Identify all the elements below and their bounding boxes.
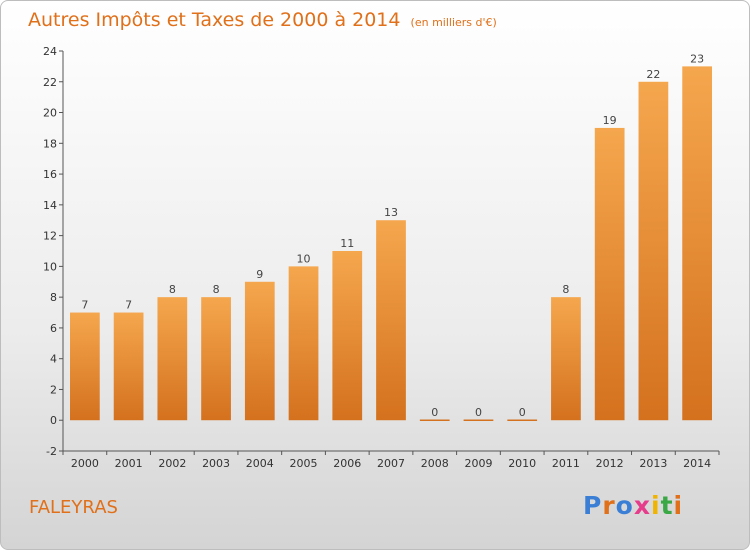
data-label: 13 (384, 206, 398, 219)
x-tick-label: 2011 (552, 457, 580, 470)
x-tick-label: 2013 (639, 457, 667, 470)
y-tick-label: 2 (50, 383, 57, 396)
y-tick-label: 6 (50, 322, 57, 335)
x-tick-label: 2010 (508, 457, 536, 470)
bar (376, 220, 406, 421)
y-tick-label: 10 (43, 260, 57, 273)
data-label: 23 (690, 52, 704, 65)
y-tick-label: 16 (43, 168, 57, 181)
y-tick-label: 8 (50, 291, 57, 304)
x-tick-label: 2014 (683, 457, 711, 470)
data-label: 8 (169, 283, 176, 296)
data-label: 10 (297, 252, 311, 265)
bar (69, 312, 100, 421)
y-tick-label: 14 (43, 199, 57, 212)
data-label: 22 (646, 68, 660, 81)
chart-labels: 7 2000 7 2001 8 2002 8 2003 9 2004 10 2005 11 2006 13 2… (71, 52, 711, 470)
y-tick-label: -2 (46, 445, 57, 458)
chart-bars (69, 66, 713, 421)
bar (551, 297, 581, 421)
bar (157, 297, 188, 421)
x-tick-label: 2003 (202, 457, 230, 470)
chart-title-text: Autres Impôts et Taxes de 2000 à 2014 (28, 9, 401, 31)
x-tick-label: 2008 (421, 457, 449, 470)
data-label: 7 (81, 299, 88, 312)
bar (332, 251, 363, 421)
logo-letter: r (602, 491, 616, 520)
data-label: 19 (603, 114, 617, 127)
data-label: 0 (519, 406, 526, 419)
y-tick-label: 20 (43, 107, 57, 120)
x-tick-label: 2004 (246, 457, 274, 470)
data-label: 0 (431, 406, 438, 419)
logo-letter: x (633, 491, 651, 520)
data-label: 7 (125, 299, 132, 312)
y-tick-label: 4 (50, 353, 57, 366)
bar (594, 127, 625, 421)
bar (113, 312, 144, 421)
proxiti-logo: Proxiti (583, 491, 683, 520)
y-tick-label: 24 (43, 45, 57, 58)
logo-letter: i (651, 491, 661, 520)
x-tick-label: 2012 (596, 457, 624, 470)
x-tick-label: 2006 (333, 457, 361, 470)
logo-letter: t (660, 491, 674, 520)
data-label: 0 (475, 406, 482, 419)
x-tick-label: 2002 (158, 457, 186, 470)
bar (682, 66, 713, 421)
y-tick-label: 12 (43, 230, 57, 243)
bar (201, 297, 231, 421)
bar (288, 266, 319, 421)
logo-letter: i (673, 491, 684, 520)
y-tick-label: 18 (43, 137, 57, 150)
y-tick-label: 22 (43, 76, 57, 89)
data-label: 11 (340, 237, 354, 250)
data-label: 8 (213, 283, 220, 296)
x-tick-label: 2001 (115, 457, 143, 470)
data-label: 9 (256, 268, 263, 281)
x-tick-label: 2000 (71, 457, 99, 470)
bar (638, 81, 669, 421)
x-tick-label: 2007 (377, 457, 405, 470)
chart-subtitle: (en milliers d'€) (410, 16, 497, 29)
chart-title: Autres Impôts et Taxes de 2000 à 2014 (e… (28, 9, 497, 31)
logo-letter: o (615, 491, 634, 520)
logo-letter: P (583, 491, 603, 520)
bar (244, 281, 275, 421)
x-tick-label: 2005 (290, 457, 318, 470)
commune-name: FALEYRAS (29, 497, 118, 518)
y-tick-label: 0 (50, 414, 57, 427)
data-label: 8 (562, 283, 569, 296)
x-tick-label: 2009 (464, 457, 492, 470)
